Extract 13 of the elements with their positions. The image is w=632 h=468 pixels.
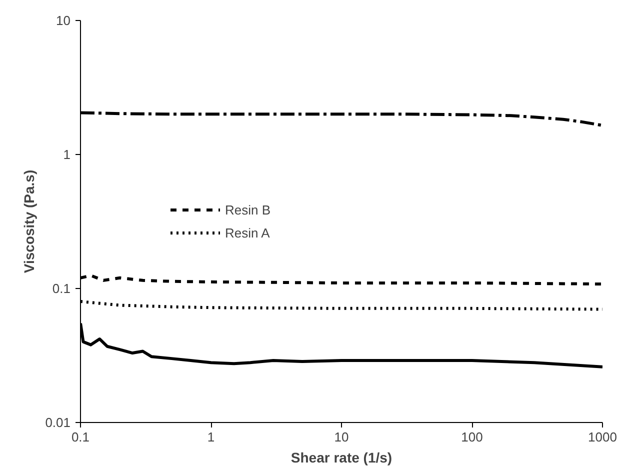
y-tick-label: 1: [63, 147, 71, 162]
y-tick-label: 0.1: [52, 281, 71, 296]
y-tick-label: 10: [56, 13, 71, 28]
x-axis-title: Shear rate (1/s): [290, 450, 392, 466]
legend-label: Resin B: [225, 202, 271, 217]
x-tick-label: 1000: [588, 430, 617, 444]
y-axis-title: Viscosity (Pa.s): [21, 170, 38, 274]
x-tick-label: 0.1: [71, 430, 90, 444]
x-tick-label: 10: [334, 430, 349, 444]
x-tick-label: 1: [207, 430, 215, 444]
y-tick-label: 0.01: [45, 415, 71, 430]
x-tick-label: 100: [461, 430, 483, 444]
legend-label: Resin A: [225, 225, 270, 240]
